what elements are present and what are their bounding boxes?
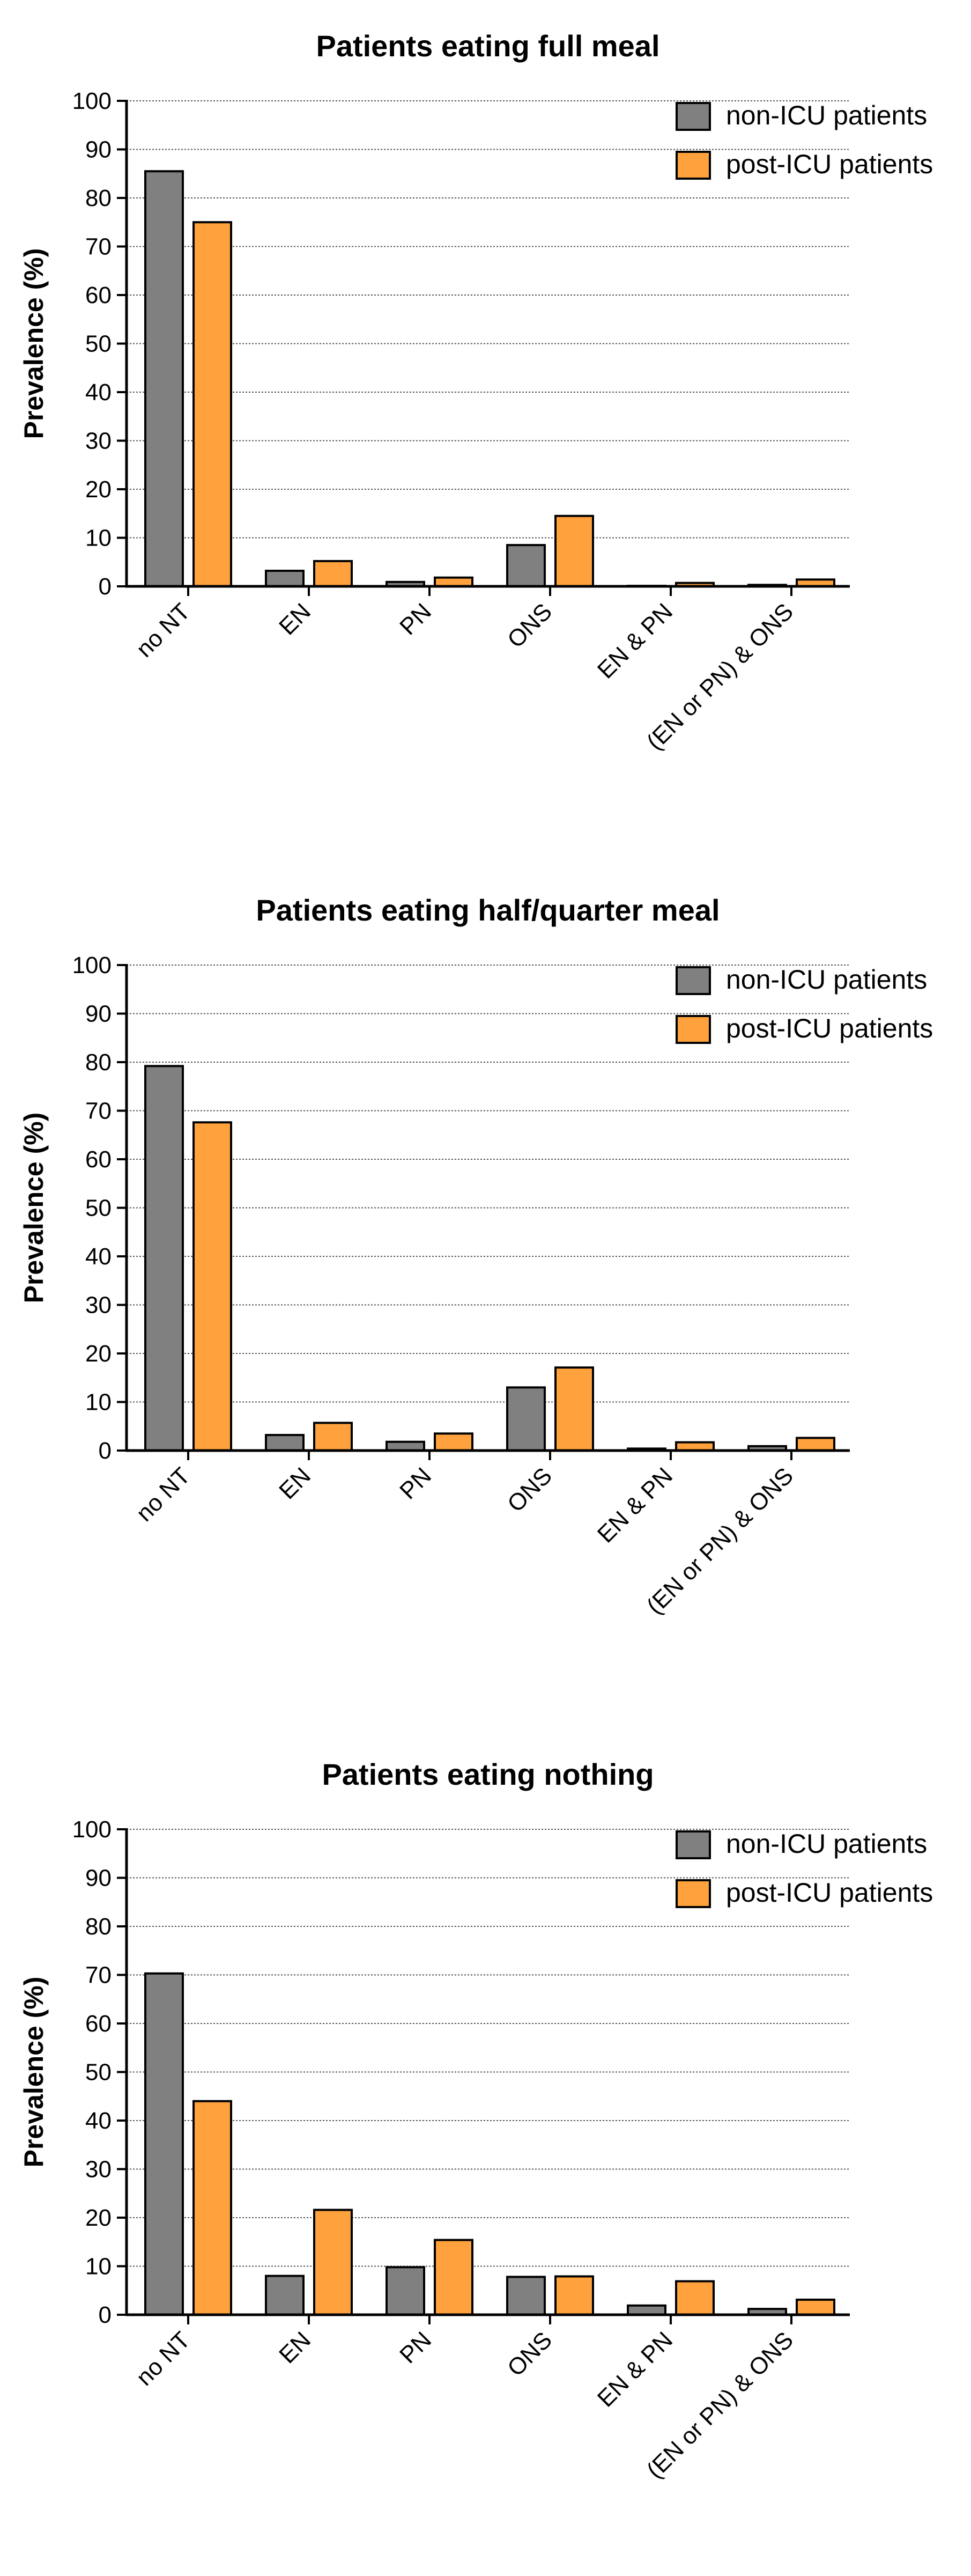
chart-svg-2: Patients eating half/quarter meal 0 10 20 30…	[19, 893, 933, 1620]
y-tick-label: 90	[85, 137, 112, 163]
y-tick-label: 40	[85, 2108, 112, 2134]
bar-non-icu	[386, 2266, 425, 2316]
chart-svg-3: Patients eating nothing 0 10 20 30 40 50 60 70 80…	[19, 1757, 933, 2484]
y-tick-label: 100	[72, 1816, 112, 1843]
x-category-label: EN	[274, 1462, 316, 1504]
chart-svg-1: Patients eating full meal 0 10 20 30 40 50 60 70…	[19, 29, 933, 755]
chart-panel-2: Patients eating half/quarter meal 0 10 20 30…	[0, 864, 971, 1712]
x-category-label: EN	[274, 2327, 316, 2368]
legend-label-non-icu: non-ICU patients	[726, 100, 927, 130]
y-tick-label: 80	[85, 1049, 112, 1076]
x-category-label: EN & PN	[592, 2327, 678, 2412]
y-tick-label: 50	[85, 2059, 112, 2086]
bar-non-icu	[265, 570, 305, 588]
y-tick-label: 70	[85, 1962, 112, 1989]
y-tick-label: 20	[85, 1341, 112, 1367]
bar-non-icu	[265, 1434, 305, 1452]
y-tick-label: 70	[85, 1098, 112, 1124]
bar-post-icu	[554, 514, 594, 588]
y-tick-label: 60	[85, 1146, 112, 1173]
x-category-label: EN & PN	[592, 598, 678, 683]
bar-post-icu	[313, 1422, 353, 1452]
y-tick-label: 30	[85, 428, 112, 454]
x-category-label: ONS	[502, 598, 557, 653]
x-category-label: EN	[274, 598, 316, 640]
y-tick-label: 0	[99, 573, 112, 600]
bar-post-icu	[554, 2275, 594, 2316]
y-tick-label: 30	[85, 2157, 112, 2183]
x-category-label: PN	[395, 598, 436, 640]
y-axis-label: Prevalence (%)	[19, 248, 49, 439]
y-tick-label: 30	[85, 1292, 112, 1319]
x-category-label: PN	[395, 2327, 436, 2368]
bar-post-icu	[554, 1366, 594, 1452]
y-tick-label: 50	[85, 1195, 112, 1221]
bar-post-icu	[434, 1432, 473, 1452]
bar-non-icu	[144, 1972, 184, 2316]
bar-post-icu	[434, 2239, 473, 2316]
y-tick-label: 10	[85, 1389, 112, 1416]
y-tick-label: 0	[99, 2302, 112, 2328]
legend-swatch-non-icu	[676, 1830, 711, 1859]
legend-swatch-post-icu	[676, 1879, 711, 1908]
y-tick-label: 40	[85, 379, 112, 406]
chart-title: Patients eating half/quarter meal	[256, 893, 720, 927]
y-tick-label: 40	[85, 1243, 112, 1270]
legend-label-post-icu: post-ICU patients	[726, 1013, 933, 1043]
bar-non-icu	[144, 170, 184, 588]
legend-swatch-non-icu	[676, 102, 711, 131]
chart-panel-1: Patients eating full meal 0 10 20 30 40 50 60 70…	[0, 0, 971, 848]
x-category-label: EN & PN	[592, 1462, 678, 1548]
y-tick-label: 100	[72, 952, 112, 978]
bar-post-icu	[192, 221, 232, 587]
bar-post-icu	[796, 2298, 835, 2316]
x-category-label: ONS	[502, 2327, 557, 2381]
x-category-label: no NT	[131, 2327, 195, 2390]
legend-label-post-icu: post-ICU patients	[726, 1878, 933, 1908]
legend-swatch-post-icu	[676, 1015, 711, 1044]
bar-non-icu	[506, 1386, 546, 1452]
bar-post-icu	[675, 2280, 715, 2316]
x-category-label: no NT	[131, 598, 195, 662]
y-tick-label: 50	[85, 331, 112, 357]
chart-title: Patients eating nothing	[322, 1757, 654, 1791]
bar-non-icu	[265, 2275, 305, 2316]
y-tick-label: 0	[99, 1438, 112, 1464]
y-tick-label: 20	[85, 2205, 112, 2231]
y-tick-label: 60	[85, 2011, 112, 2037]
bar-post-icu	[192, 1121, 232, 1452]
bar-post-icu	[192, 2100, 232, 2316]
legend-swatch-post-icu	[676, 151, 711, 180]
legend-label-non-icu: non-ICU patients	[726, 1829, 927, 1859]
bar-post-icu	[796, 1437, 835, 1452]
y-tick-label: 20	[85, 476, 112, 503]
bar-post-icu	[313, 560, 353, 587]
y-tick-label: 70	[85, 234, 112, 260]
bar-post-icu	[313, 2209, 353, 2316]
y-tick-label: 10	[85, 525, 112, 551]
legend-label-post-icu: post-ICU patients	[726, 149, 933, 179]
bar-non-icu	[506, 544, 546, 588]
legend-swatch-non-icu	[676, 966, 711, 995]
bar-non-icu	[627, 2304, 666, 2316]
y-tick-label: 80	[85, 1913, 112, 1940]
y-axis-label: Prevalence (%)	[19, 1113, 49, 1304]
bar-non-icu	[144, 1065, 184, 1452]
x-category-label: ONS	[502, 1462, 557, 1517]
y-tick-label: 100	[72, 88, 112, 114]
y-tick-label: 60	[85, 282, 112, 308]
legend-label-non-icu: non-ICU patients	[726, 965, 927, 995]
x-category-label: no NT	[131, 1462, 195, 1526]
y-tick-label: 90	[85, 1865, 112, 1891]
y-axis-label: Prevalence (%)	[19, 1977, 49, 2168]
x-category-label: PN	[395, 1462, 436, 1504]
chart-panel-3: Patients eating nothing 0 10 20 30 40 50 60 70 80…	[0, 1728, 971, 2576]
y-tick-label: 80	[85, 185, 112, 211]
chart-title: Patients eating full meal	[316, 29, 659, 63]
bar-non-icu	[506, 2276, 546, 2316]
y-tick-label: 90	[85, 1001, 112, 1027]
y-tick-label: 10	[85, 2254, 112, 2280]
